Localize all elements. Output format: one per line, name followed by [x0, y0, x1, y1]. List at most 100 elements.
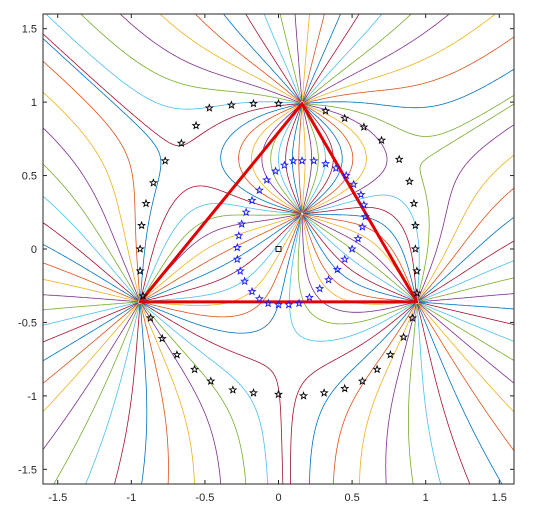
- inner-star-marker: [348, 179, 359, 189]
- streamline: [302, 104, 354, 214]
- outer-star-marker: [204, 103, 214, 112]
- streamline: [43, 222, 139, 301]
- y-tick-label: 0: [31, 244, 37, 256]
- x-tick-label: 1.5: [492, 492, 507, 504]
- streamline: [43, 301, 138, 311]
- y-tick-label: -1.5: [18, 464, 37, 476]
- streamline: [261, 104, 302, 214]
- streamline: [141, 302, 284, 484]
- center-marker: [275, 246, 282, 252]
- streamline: [417, 303, 471, 484]
- streamline: [294, 14, 303, 102]
- streamline: [303, 14, 412, 103]
- outer-star-marker: [206, 376, 216, 385]
- y-tick-label: 1: [31, 97, 37, 109]
- streamline: [119, 14, 301, 104]
- streamline: [416, 304, 442, 484]
- streamline: [303, 14, 383, 103]
- outer-star-marker: [410, 244, 420, 253]
- inner-star-marker: [235, 266, 245, 275]
- outer-star-marker: [359, 122, 369, 131]
- streamline: [159, 14, 301, 103]
- streamline: [418, 277, 514, 302]
- streamline: [419, 301, 514, 310]
- streamline: [140, 303, 195, 484]
- inner-star-marker: [247, 195, 257, 205]
- inner-star-marker: [237, 219, 247, 228]
- outer-star-marker: [274, 389, 283, 399]
- streamline: [43, 302, 139, 362]
- inner-star-marker: [234, 231, 244, 240]
- streamline: [302, 214, 415, 302]
- streamline: [417, 124, 514, 300]
- streamline: [417, 187, 514, 301]
- streamline: [303, 14, 497, 104]
- y-tick-label: -1: [27, 391, 37, 403]
- inner-star-marker: [359, 200, 369, 209]
- outer-star-marker: [394, 154, 404, 164]
- streamline: [43, 302, 139, 343]
- streamline: [43, 33, 300, 147]
- inner-star-marker: [356, 189, 366, 199]
- streamline: [43, 195, 140, 301]
- streamline: [139, 304, 148, 484]
- streamline: [309, 303, 416, 484]
- streamline: [302, 14, 325, 102]
- streamline: [140, 185, 302, 300]
- inner-star-marker: [254, 294, 264, 303]
- streamline: [408, 304, 418, 484]
- outer-star-marker: [157, 333, 167, 343]
- streamline: [245, 14, 302, 102]
- streamline: [302, 105, 319, 213]
- streamline: [43, 163, 140, 301]
- x-tick-label: -1.5: [48, 492, 67, 504]
- streamline: [142, 215, 302, 334]
- streamline: [43, 302, 139, 384]
- inner-star-marker: [263, 298, 273, 308]
- outer-star-marker: [137, 220, 147, 230]
- inner-star-marker: [232, 254, 242, 264]
- outer-star-marker: [172, 350, 182, 359]
- inner-star-marker: [347, 244, 357, 253]
- streamline: [332, 303, 417, 484]
- streamline: [43, 302, 139, 326]
- streamline: [298, 105, 303, 213]
- outer-star-marker: [340, 113, 350, 123]
- outer-star-marker: [191, 120, 201, 130]
- streamline: [303, 214, 416, 301]
- streamline: [43, 294, 138, 303]
- streamline: [285, 105, 302, 213]
- streamline: [303, 213, 417, 300]
- streamline: [418, 302, 514, 342]
- outer-star-marker: [248, 388, 258, 397]
- streamline: [417, 303, 514, 452]
- plot-area-background: [43, 14, 514, 484]
- inner-star-marker: [274, 300, 283, 309]
- streamline: [301, 105, 306, 213]
- streamline: [43, 38, 162, 300]
- inner-star-marker: [304, 292, 314, 302]
- streamline: [303, 14, 450, 103]
- streamline: [418, 260, 514, 302]
- streamline: [302, 14, 360, 102]
- stars-group: [135, 98, 422, 400]
- streamline: [43, 91, 140, 300]
- x-tick-label: 0.5: [344, 492, 359, 504]
- inner-star-marker: [309, 156, 319, 165]
- streamline: [418, 216, 514, 301]
- streamline: [302, 215, 415, 303]
- streamline: [302, 14, 341, 102]
- outer-star-marker: [190, 364, 200, 374]
- streamline: [53, 303, 140, 484]
- streamline: [418, 302, 514, 384]
- streamline: [85, 303, 140, 484]
- streamline: [80, 14, 300, 104]
- outer-star-marker: [135, 266, 145, 275]
- streamline: [301, 215, 415, 305]
- inner-star-marker: [240, 276, 250, 286]
- inner-star-marker: [297, 156, 307, 165]
- inner-star-marker: [247, 286, 257, 296]
- streamline: [194, 14, 301, 103]
- streamline: [45, 14, 300, 110]
- outer-star-marker: [357, 376, 367, 385]
